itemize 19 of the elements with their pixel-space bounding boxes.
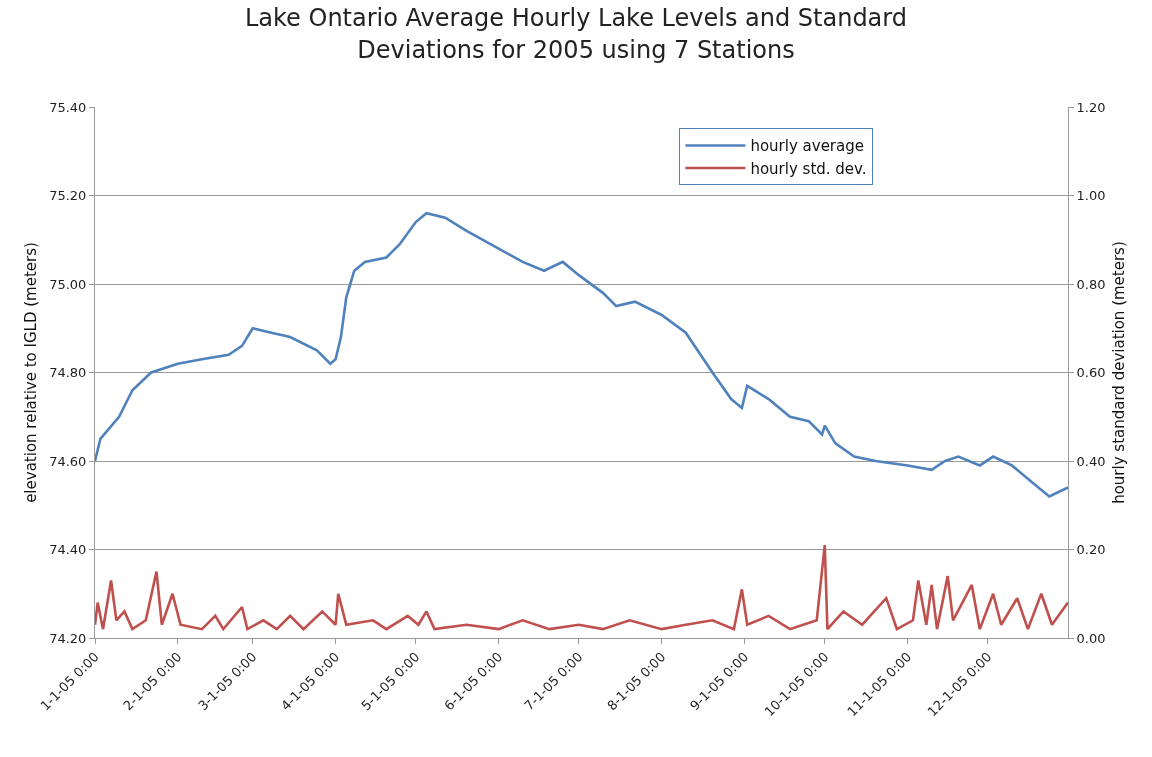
y2-tick-label: 0.20 xyxy=(1076,542,1106,558)
chart-title: Lake Ontario Average Hourly Lake Levels and Standard Deviations for 2005 using 7 Stations xyxy=(244,4,908,64)
y-axis-title: elevation relative to IGLD (meters) xyxy=(22,242,41,503)
y2-tick-label: 0.40 xyxy=(1076,453,1106,469)
y-tick-label: 75.40 xyxy=(49,99,87,115)
y-tick-label: 74.80 xyxy=(49,365,87,381)
y2-tick-label: 0.00 xyxy=(1076,630,1106,646)
y-tick-label: 74.20 xyxy=(49,630,87,646)
y-tick-label: 74.40 xyxy=(49,542,87,558)
y2-tick-label: 0.60 xyxy=(1076,365,1106,381)
y-tick-label: 75.20 xyxy=(49,188,87,204)
y2-tick-label: 1.20 xyxy=(1076,99,1106,115)
legend-label: hourly average xyxy=(750,137,864,156)
y-tick-label: 75.00 xyxy=(49,276,87,292)
y2-axis-title: hourly standard deviation (meters) xyxy=(1109,241,1128,504)
y-tick-label: 74.60 xyxy=(49,453,87,469)
y2-tick-label: 0.80 xyxy=(1076,276,1106,292)
legend-label: hourly std. dev. xyxy=(750,159,867,178)
y2-tick-label: 1.00 xyxy=(1076,188,1106,204)
